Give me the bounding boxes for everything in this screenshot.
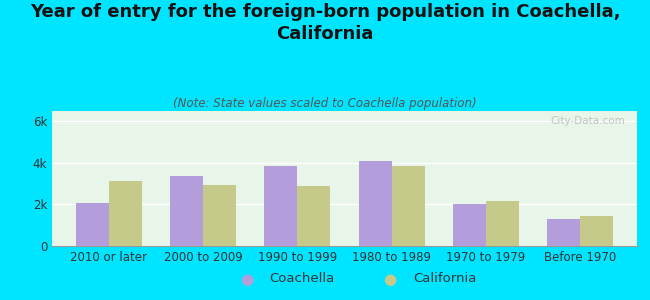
Bar	[392, 166, 424, 246]
Text: City-Data.com: City-Data.com	[551, 116, 625, 126]
Text: (Note: State values scaled to Coachella population): (Note: State values scaled to Coachella …	[173, 98, 477, 110]
Text: California: California	[413, 272, 476, 286]
Bar	[547, 219, 580, 246]
Bar	[75, 203, 109, 246]
Bar	[486, 201, 519, 246]
Bar	[265, 166, 297, 246]
Bar	[170, 176, 203, 246]
Bar	[453, 205, 486, 246]
Bar	[203, 185, 236, 246]
Bar	[580, 216, 614, 246]
Text: ●: ●	[240, 272, 254, 286]
Text: Year of entry for the foreign-born population in Coachella,
California: Year of entry for the foreign-born popul…	[30, 3, 620, 43]
Text: Coachella: Coachella	[270, 272, 335, 286]
Bar	[109, 181, 142, 246]
Bar	[297, 186, 330, 246]
Text: ●: ●	[384, 272, 396, 286]
Bar	[359, 161, 392, 246]
